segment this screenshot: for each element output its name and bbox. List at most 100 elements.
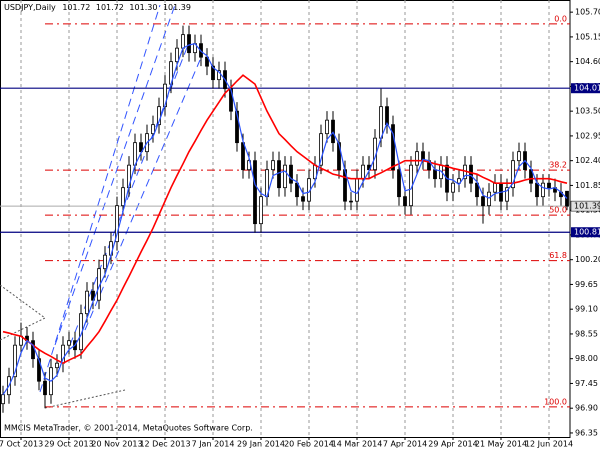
candle-body: [31, 340, 35, 360]
candle-body: [175, 47, 179, 63]
level-label: 100.81: [574, 228, 600, 237]
channel-line: [69, 39, 191, 346]
candle-body: [457, 178, 461, 184]
candle-body: [451, 182, 455, 193]
candle-body: [415, 151, 419, 166]
fib-label: 61.8: [549, 251, 567, 260]
y-tick-label: 96.90: [575, 404, 598, 413]
candle-body: [277, 160, 281, 189]
moving-average: [2, 74, 568, 365]
candle-body: [481, 196, 485, 207]
candle-body: [181, 34, 185, 49]
fib-label: 0.0: [554, 14, 567, 23]
y-tick-label: 105.70: [575, 8, 600, 17]
candle-body: [289, 164, 293, 184]
candle-body: [397, 169, 401, 198]
x-tick-label: 7 Oct 2013: [0, 440, 43, 449]
x-tick-label: 14 Mar 2014: [332, 440, 383, 449]
candle-body: [391, 124, 395, 171]
candle-body: [205, 56, 209, 67]
y-tick-label: 105.15: [575, 32, 600, 41]
candle-body: [547, 182, 551, 189]
y-tick-label: 99.65: [575, 280, 598, 289]
candle-body: [67, 340, 71, 346]
y-tick-label: 96.35: [575, 428, 598, 437]
candle-body: [493, 182, 497, 193]
x-tick-label: 12 Jun 2014: [525, 440, 573, 449]
candle-body: [283, 164, 287, 189]
candle-body: [355, 178, 359, 202]
high-value: 101.72: [96, 3, 124, 12]
candle-body: [241, 142, 245, 171]
candle-body: [535, 182, 539, 198]
candle-body: [229, 88, 233, 112]
candle-body: [151, 124, 155, 135]
candle-body: [121, 187, 125, 207]
candle-body: [541, 182, 545, 198]
low-value: 101.30: [129, 3, 157, 12]
y-tick-label: 98.00: [575, 354, 598, 363]
candle-body: [301, 196, 305, 202]
candle-body: [211, 65, 215, 81]
y-tick-label: 102.40: [575, 156, 600, 165]
y-tick-label: 104.60: [575, 57, 600, 66]
candle-body: [115, 205, 119, 243]
candle-body: [469, 164, 473, 184]
chart-header: USDJPY,Daily 101.72 101.72 101.30 101.39: [4, 3, 191, 12]
x-tick-label: 20 Nov 2013: [91, 440, 142, 449]
candle-body: [379, 106, 383, 139]
dotted-line: [44, 389, 126, 409]
candle-body: [217, 70, 221, 81]
candle-body: [1, 394, 5, 405]
footer: MMCIS MetaTrader, © 2001-2014, MetaQuote…: [4, 424, 253, 433]
moving-average: [2, 42, 568, 396]
candle-body: [319, 133, 323, 166]
y-tick-label: 101.85: [575, 181, 600, 190]
trend-lines: [0, 4, 201, 409]
candle-body: [43, 380, 47, 396]
y-tick-label: 102.95: [575, 131, 600, 140]
dotted-line: [0, 317, 46, 341]
dotted-line: [0, 284, 46, 319]
close-value: 101.39: [163, 3, 191, 12]
y-tick-label: 97.45: [575, 379, 598, 388]
open-value: 101.72: [62, 3, 90, 12]
candle-body: [385, 106, 389, 126]
candle-body: [55, 362, 59, 369]
candle-body: [361, 164, 365, 180]
candle-body: [349, 200, 353, 203]
level-box: [571, 227, 600, 238]
candle-body: [103, 254, 107, 270]
channel-line: [39, 4, 161, 393]
candle-body: [517, 151, 521, 162]
candle-body: [271, 160, 275, 171]
x-tick-label: 7 Jan 2014: [192, 440, 235, 449]
y-tick-label: 99.10: [575, 305, 598, 314]
candle-body: [85, 290, 89, 315]
candle-body: [433, 169, 437, 180]
x-tick-label: 20 Feb 2014: [284, 440, 334, 449]
x-tick-label: 29 Oct 2013: [44, 440, 93, 449]
level-box: [571, 83, 600, 94]
candle-body: [565, 190, 569, 207]
candle-body: [253, 160, 257, 225]
candle-body: [403, 196, 407, 207]
candle-body: [235, 110, 239, 144]
candle-body: [157, 106, 161, 126]
fib-label: 100.0: [544, 397, 567, 406]
y-tick-label: 98.55: [575, 329, 598, 338]
x-tick-label: 12 Dec 2013: [139, 440, 190, 449]
y-tick-label: 100.20: [575, 255, 600, 264]
fib-label: 50.0: [549, 206, 567, 215]
candle-body: [259, 196, 263, 225]
y-tick-label: 103.50: [575, 107, 600, 116]
candle-body: [295, 182, 299, 198]
candle-body: [511, 160, 515, 189]
x-tick-label: 7 Apr 2014: [383, 440, 427, 449]
x-tick-label: 21 May 2014: [475, 440, 527, 449]
bid-box: [570, 200, 600, 212]
candle-body: [187, 34, 191, 54]
channel-line: [84, 59, 201, 331]
